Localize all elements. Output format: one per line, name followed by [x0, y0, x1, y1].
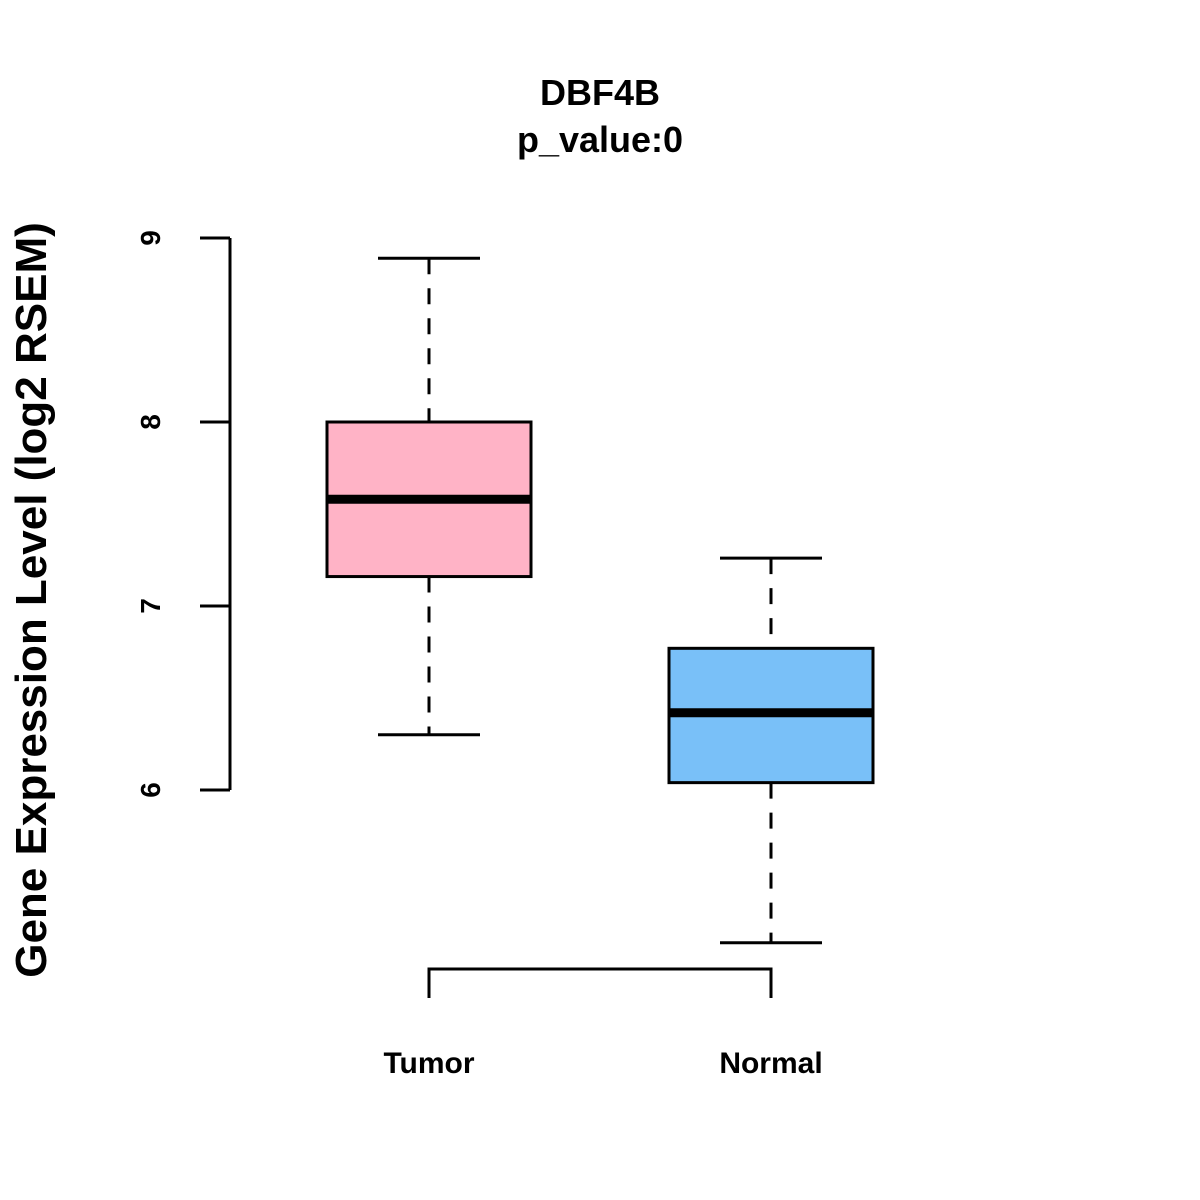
y-tick-label-7: 7: [135, 598, 166, 614]
boxes: [325, 256, 875, 945]
category-label-normal: Normal: [719, 1047, 822, 1080]
y-tick-label-8: 8: [135, 414, 166, 430]
y-axis: 6 7 8 9: [135, 230, 232, 798]
box-normal: [667, 556, 875, 945]
y-tick-label-6: 6: [135, 782, 166, 798]
significance-bracket: [427, 967, 773, 998]
y-tick-label-9: 9: [135, 230, 166, 246]
chart-title: DBF4B: [540, 72, 660, 113]
category-label-tumor: Tumor: [383, 1047, 474, 1080]
bracket-line: [427, 967, 773, 998]
y-axis-label: Gene Expression Level (log2 RSEM): [7, 222, 56, 978]
box-tumor: [325, 256, 533, 737]
chart-subtitle: p_value:0: [517, 119, 683, 160]
category-labels: Tumor Normal: [383, 1047, 822, 1080]
